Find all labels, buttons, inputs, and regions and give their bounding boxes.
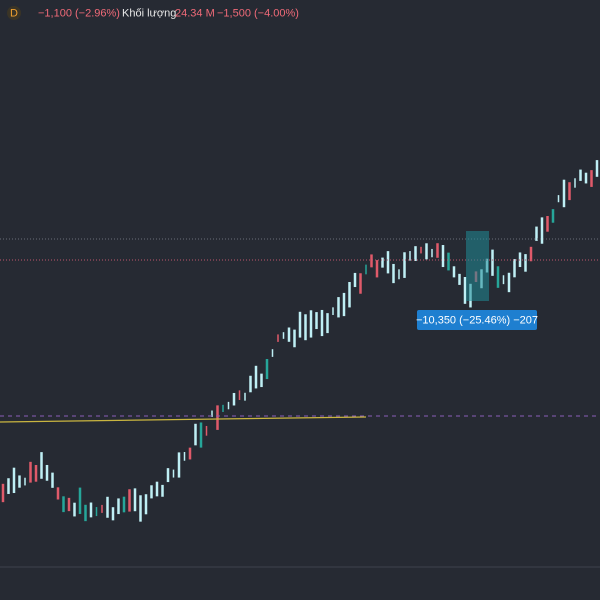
price-change: −1,100 (−2.96%) [38, 7, 120, 19]
volume-change: −1,500 (−4.00%) [217, 7, 299, 19]
volume-label: Khối lượng [122, 7, 176, 19]
measure-label: −10,350 (−25.46%) −207 [416, 314, 538, 326]
candles [1, 160, 599, 522]
interval-text[interactable]: D [10, 7, 18, 19]
measure-box [417, 310, 537, 330]
interval-badge[interactable] [7, 6, 21, 20]
measure-range [466, 231, 489, 301]
volume-value: 24.34 M [175, 7, 215, 19]
trend-line [0, 416, 367, 423]
